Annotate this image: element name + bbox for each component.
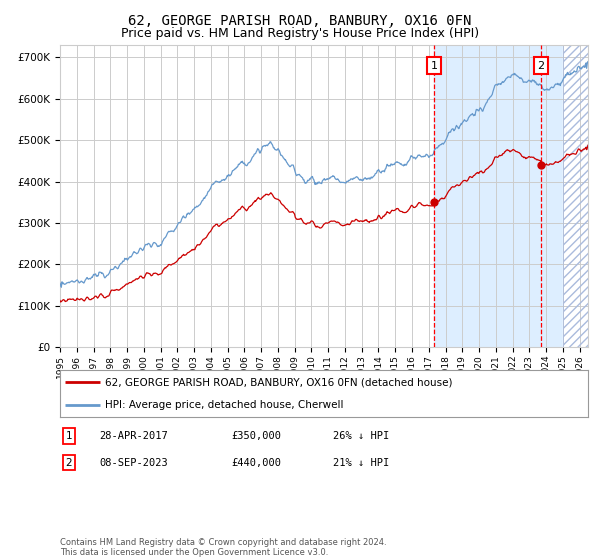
Text: 26% ↓ HPI: 26% ↓ HPI — [333, 431, 389, 441]
Text: 28-APR-2017: 28-APR-2017 — [99, 431, 168, 441]
Bar — [434, 45, 563, 347]
Text: 62, GEORGE PARISH ROAD, BANBURY, OX16 0FN: 62, GEORGE PARISH ROAD, BANBURY, OX16 0F… — [128, 14, 472, 28]
Text: 21% ↓ HPI: 21% ↓ HPI — [333, 458, 389, 468]
Text: 1: 1 — [431, 60, 438, 71]
Text: HPI: Average price, detached house, Cherwell: HPI: Average price, detached house, Cher… — [105, 400, 343, 410]
Text: Contains HM Land Registry data © Crown copyright and database right 2024.
This d: Contains HM Land Registry data © Crown c… — [60, 538, 386, 557]
Text: 62, GEORGE PARISH ROAD, BANBURY, OX16 0FN (detached house): 62, GEORGE PARISH ROAD, BANBURY, OX16 0F… — [105, 377, 452, 388]
Bar — [563, 45, 588, 347]
Text: 2: 2 — [65, 458, 73, 468]
Bar — [563, 45, 588, 347]
Text: £350,000: £350,000 — [231, 431, 281, 441]
Text: £440,000: £440,000 — [231, 458, 281, 468]
Text: 1: 1 — [65, 431, 73, 441]
Text: Price paid vs. HM Land Registry's House Price Index (HPI): Price paid vs. HM Land Registry's House … — [121, 27, 479, 40]
Text: 08-SEP-2023: 08-SEP-2023 — [99, 458, 168, 468]
Text: 2: 2 — [538, 60, 544, 71]
